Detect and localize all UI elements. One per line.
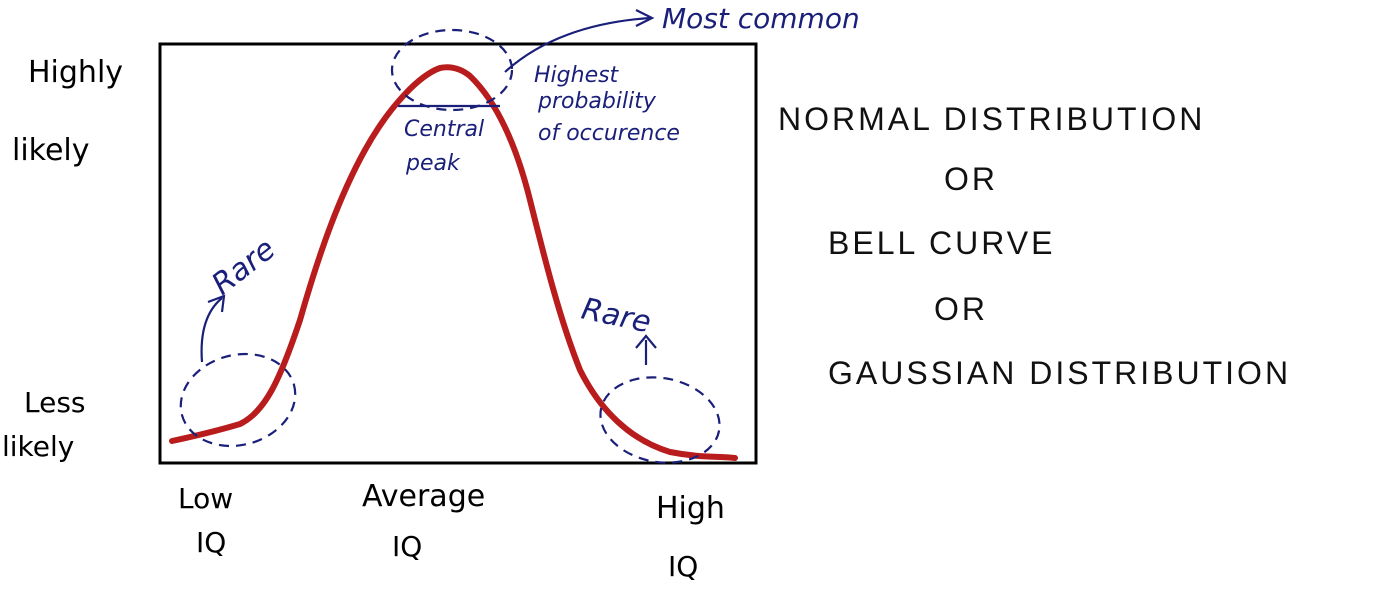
y-bottom-label-line1: Less xyxy=(24,386,86,419)
y-top-label-line1: Highly xyxy=(28,55,123,90)
x-low-label-line2: IQ xyxy=(196,526,226,559)
title-line3: BELL CURVE xyxy=(828,225,1055,261)
plot-frame xyxy=(158,42,758,465)
highest-label-line2: probability xyxy=(537,89,657,114)
title-line4: OR xyxy=(934,291,988,327)
right-tail-circle xyxy=(599,376,721,464)
x-average-label-line2: IQ xyxy=(392,530,422,563)
bell-curve xyxy=(169,64,738,461)
most-common-arrow xyxy=(504,16,651,73)
left-tail-circle xyxy=(179,352,297,448)
most-common-label: Most common xyxy=(662,2,860,35)
right-rare-arrowhead xyxy=(635,334,657,349)
left-rare-arrowhead xyxy=(207,294,226,313)
most-common-arrowhead xyxy=(635,9,655,27)
y-top-label-line2: likely xyxy=(12,133,90,168)
rare-left-label: Rare xyxy=(205,232,282,303)
title-line5: GAUSSIAN DISTRIBUTION xyxy=(828,355,1291,391)
x-average-label-line1: Average xyxy=(362,479,485,514)
x-high-label-line2: IQ xyxy=(668,550,698,583)
central-peak-label-line2: peak xyxy=(405,151,461,176)
highest-label-line3: of occurence xyxy=(538,121,680,146)
title-line2: OR xyxy=(944,161,998,197)
peak-highlight-circle xyxy=(390,28,514,112)
y-bottom-label-line2: likely xyxy=(2,430,74,463)
x-high-label-line1: High xyxy=(656,491,725,526)
rare-right-label: Rare xyxy=(578,292,654,341)
x-low-label-line1: Low xyxy=(178,482,233,515)
left-rare-arrow xyxy=(200,297,223,363)
highest-label-line1: Highest xyxy=(534,63,620,88)
central-peak-label-line1: Central xyxy=(404,117,484,142)
title-line1: NORMAL DISTRIBUTION xyxy=(778,101,1205,137)
